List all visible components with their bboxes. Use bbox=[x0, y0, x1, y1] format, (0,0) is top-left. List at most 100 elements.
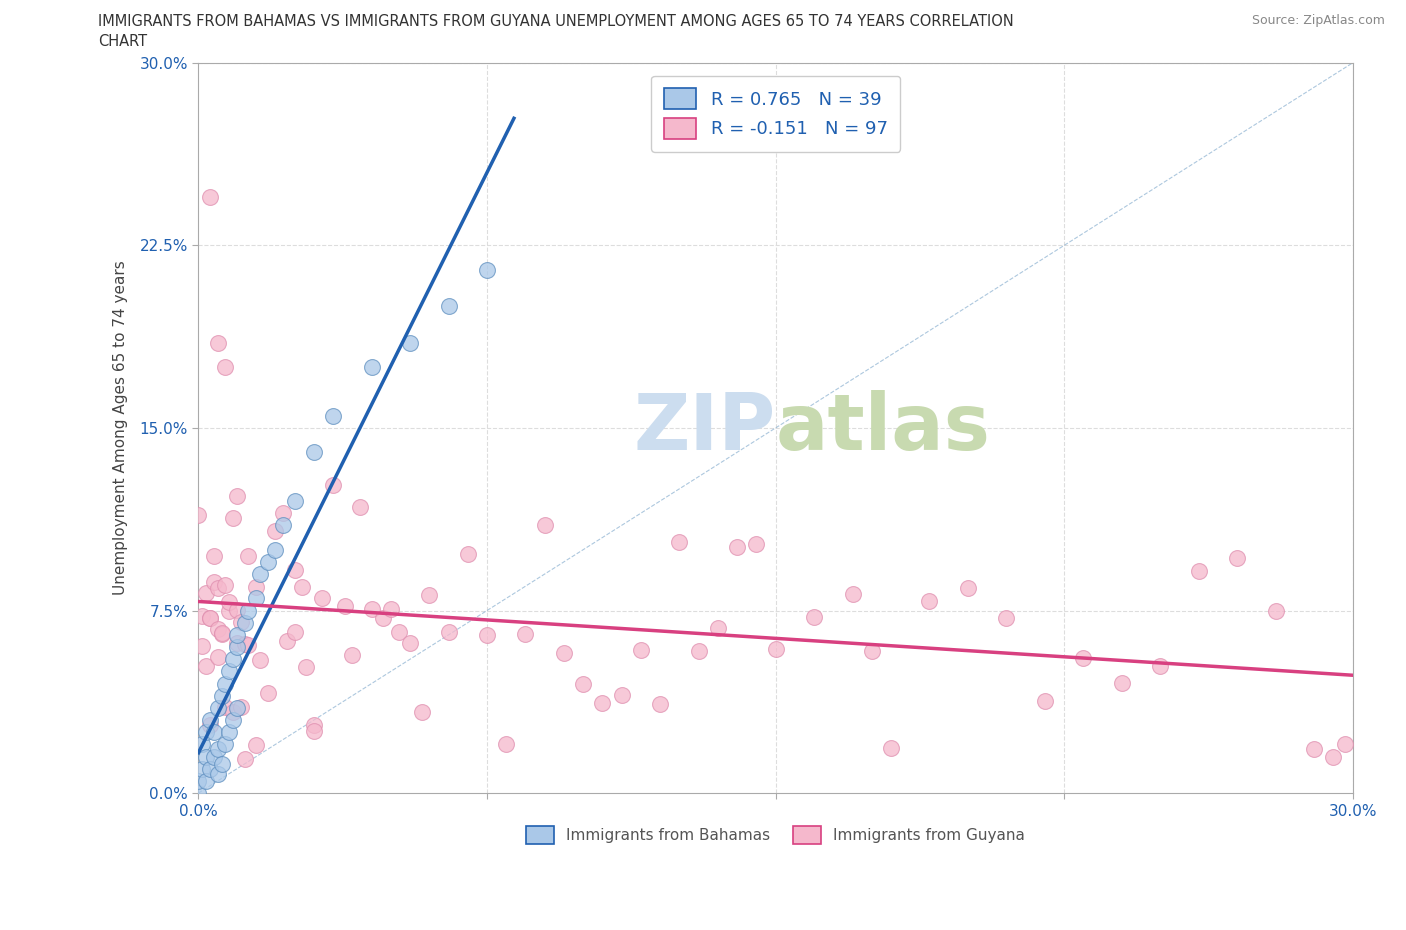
Point bbox=[198, 762, 221, 777]
Point bbox=[218, 604, 240, 618]
Point bbox=[387, 625, 409, 640]
Point bbox=[880, 740, 903, 755]
Point bbox=[222, 712, 245, 727]
Point bbox=[1188, 564, 1211, 578]
Point bbox=[342, 647, 364, 662]
Y-axis label: Unemployment Among Ages 65 to 74 years: Unemployment Among Ages 65 to 74 years bbox=[114, 260, 128, 595]
Point bbox=[291, 579, 314, 594]
Point bbox=[533, 518, 555, 533]
Point bbox=[207, 700, 229, 715]
Point bbox=[207, 742, 229, 757]
Point bbox=[264, 524, 287, 538]
Point bbox=[860, 644, 883, 658]
Point bbox=[202, 750, 225, 764]
Point bbox=[214, 676, 236, 691]
Point bbox=[803, 610, 825, 625]
Point bbox=[202, 549, 225, 564]
Point bbox=[360, 602, 382, 617]
Point bbox=[214, 578, 236, 592]
Point bbox=[553, 645, 575, 660]
Point bbox=[1073, 650, 1095, 665]
Point bbox=[202, 575, 225, 590]
Point bbox=[211, 627, 233, 642]
Point bbox=[349, 499, 371, 514]
Point bbox=[238, 637, 260, 652]
Point bbox=[437, 624, 460, 639]
Point bbox=[226, 628, 249, 643]
Point bbox=[198, 712, 221, 727]
Point bbox=[1033, 694, 1056, 709]
Point bbox=[1264, 604, 1286, 618]
Point bbox=[688, 644, 710, 658]
Point bbox=[271, 518, 294, 533]
Point bbox=[668, 535, 690, 550]
Point bbox=[202, 724, 225, 739]
Point bbox=[1226, 551, 1249, 565]
Point bbox=[226, 635, 249, 650]
Text: atlas: atlas bbox=[776, 390, 990, 466]
Point bbox=[515, 627, 537, 642]
Point bbox=[214, 699, 236, 714]
Point bbox=[245, 737, 267, 752]
Point bbox=[249, 653, 271, 668]
Point bbox=[226, 700, 249, 715]
Point bbox=[195, 750, 218, 764]
Text: Source: ZipAtlas.com: Source: ZipAtlas.com bbox=[1251, 14, 1385, 27]
Point bbox=[284, 624, 307, 639]
Point bbox=[1149, 659, 1171, 674]
Point bbox=[333, 599, 356, 614]
Point bbox=[207, 766, 229, 781]
Point bbox=[591, 696, 613, 711]
Point bbox=[211, 688, 233, 703]
Point bbox=[195, 774, 218, 789]
Point bbox=[207, 649, 229, 664]
Point bbox=[191, 762, 214, 777]
Point bbox=[841, 586, 863, 601]
Text: ZIP: ZIP bbox=[633, 390, 776, 466]
Point bbox=[995, 611, 1018, 626]
Point bbox=[218, 594, 240, 609]
Point bbox=[1303, 742, 1326, 757]
Point bbox=[207, 621, 229, 636]
Point bbox=[380, 601, 402, 616]
Point bbox=[271, 506, 294, 521]
Point bbox=[238, 548, 260, 563]
Point bbox=[222, 652, 245, 667]
Point bbox=[650, 697, 672, 711]
Point bbox=[198, 190, 221, 205]
Point bbox=[207, 336, 229, 351]
Text: IMMIGRANTS FROM BAHAMAS VS IMMIGRANTS FROM GUYANA UNEMPLOYMENT AMONG AGES 65 TO : IMMIGRANTS FROM BAHAMAS VS IMMIGRANTS FR… bbox=[98, 14, 1014, 29]
Point bbox=[610, 687, 633, 702]
Point bbox=[475, 262, 498, 277]
Point bbox=[630, 643, 652, 658]
Point bbox=[399, 336, 422, 351]
Point bbox=[745, 537, 768, 551]
Point bbox=[1111, 675, 1133, 690]
Point bbox=[195, 586, 218, 601]
Point bbox=[302, 445, 325, 459]
Point bbox=[207, 580, 229, 595]
Point bbox=[284, 563, 307, 578]
Point bbox=[226, 488, 249, 503]
Point bbox=[226, 640, 249, 655]
Point bbox=[233, 636, 256, 651]
Point bbox=[311, 591, 333, 605]
Point bbox=[222, 512, 245, 526]
Point bbox=[322, 478, 344, 493]
Point bbox=[187, 774, 209, 789]
Point bbox=[233, 616, 256, 631]
Point bbox=[226, 603, 249, 618]
Point bbox=[187, 786, 209, 801]
Point bbox=[302, 718, 325, 733]
Point bbox=[249, 566, 271, 581]
Point bbox=[195, 658, 218, 673]
Point bbox=[211, 756, 233, 771]
Point bbox=[1334, 737, 1357, 751]
Point bbox=[198, 718, 221, 733]
Point bbox=[214, 737, 236, 751]
Point bbox=[276, 633, 298, 648]
Point bbox=[191, 737, 214, 751]
Point bbox=[322, 408, 344, 423]
Point bbox=[765, 642, 787, 657]
Text: CHART: CHART bbox=[98, 34, 148, 49]
